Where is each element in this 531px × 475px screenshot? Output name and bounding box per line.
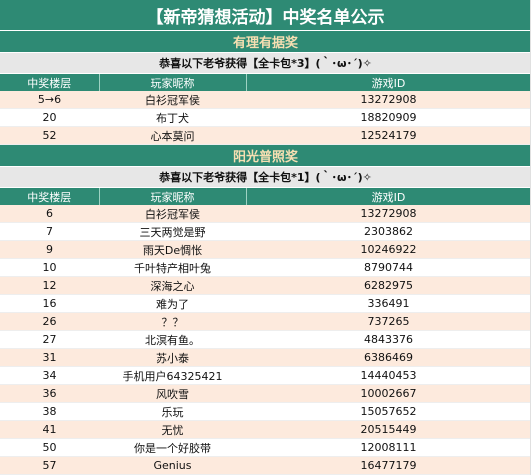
table-row: 16 难为了 336491 bbox=[0, 294, 531, 313]
table-row: 5→6 白衫冠军侯 13272908 bbox=[0, 91, 531, 109]
floor-cell: 57 bbox=[0, 456, 99, 475]
table-row: 9 雨天De惆怅 10246922 bbox=[0, 240, 531, 259]
table-row: 7 三天两觉是野 2303862 bbox=[0, 222, 531, 241]
nickname-cell: 乐玩 bbox=[99, 402, 246, 421]
column-header-game-id: 游戏ID bbox=[246, 74, 531, 91]
table-row: 34 手机用户64325421 14440453 bbox=[0, 366, 531, 385]
floor-cell: 9 bbox=[0, 240, 99, 259]
nickname-cell: 难为了 bbox=[99, 294, 246, 313]
nickname-cell: 你是一个好胶带 bbox=[99, 438, 246, 457]
section-subheader: 恭喜以下老爷获得【全卡包*1】(｀･ω･´)✧ bbox=[0, 167, 531, 188]
game-id-cell: 6386469 bbox=[246, 348, 531, 367]
nickname-cell: 布丁犬 bbox=[99, 108, 246, 127]
table-row: 27 北溟有鱼。 4843376 bbox=[0, 330, 531, 349]
nickname-cell: 无忧 bbox=[99, 420, 246, 439]
column-header-game-id: 游戏ID bbox=[246, 188, 531, 205]
floor-cell: 12 bbox=[0, 276, 99, 295]
game-id-cell: 20515449 bbox=[246, 420, 531, 439]
floor-cell: 5→6 bbox=[0, 91, 99, 109]
game-id-cell: 13272908 bbox=[246, 205, 531, 223]
nickname-cell: 心本莫问 bbox=[99, 126, 246, 145]
game-id-cell: 15057652 bbox=[246, 402, 531, 421]
table-row: 57 Genius 16477179 bbox=[0, 456, 531, 475]
game-id-cell: 336491 bbox=[246, 294, 531, 313]
table-row: 50 你是一个好胶带 12008111 bbox=[0, 438, 531, 457]
nickname-cell: Genius bbox=[99, 456, 246, 475]
floor-cell: 10 bbox=[0, 258, 99, 277]
game-id-cell: 8790744 bbox=[246, 258, 531, 277]
game-id-cell: 12008111 bbox=[246, 438, 531, 457]
nickname-cell: 苏小泰 bbox=[99, 348, 246, 367]
game-id-cell: 12524179 bbox=[246, 126, 531, 145]
floor-cell: 31 bbox=[0, 348, 99, 367]
game-id-cell: 13272908 bbox=[246, 91, 531, 109]
nickname-cell: 千叶特产相叶兔 bbox=[99, 258, 246, 277]
game-id-cell: 18820909 bbox=[246, 108, 531, 127]
table-row: 6 白衫冠军侯 13272908 bbox=[0, 205, 531, 223]
floor-cell: 41 bbox=[0, 420, 99, 439]
nickname-cell: 北溟有鱼。 bbox=[99, 330, 246, 349]
table-row: 10 千叶特产相叶兔 8790744 bbox=[0, 258, 531, 277]
table-row: 36 风吹雪 10002667 bbox=[0, 384, 531, 403]
floor-cell: 6 bbox=[0, 205, 99, 223]
floor-cell: 27 bbox=[0, 330, 99, 349]
column-header-floor: 中奖楼层 bbox=[0, 188, 100, 205]
column-header-floor: 中奖楼层 bbox=[0, 74, 100, 91]
game-id-cell: 10246922 bbox=[246, 240, 531, 259]
section-title: 有理有据奖 bbox=[0, 31, 531, 53]
floor-cell: 16 bbox=[0, 294, 99, 313]
page-title: 【新帝猜想活动】中奖名单公示 bbox=[0, 0, 531, 31]
table-row: 38 乐玩 15057652 bbox=[0, 402, 531, 421]
floor-cell: 20 bbox=[0, 108, 99, 127]
game-id-cell: 14440453 bbox=[246, 366, 531, 385]
table-row: 41 无忧 20515449 bbox=[0, 420, 531, 439]
table-row: 12 深海之心 6282975 bbox=[0, 276, 531, 295]
game-id-cell: 16477179 bbox=[246, 456, 531, 475]
column-header-nickname: 玩家昵称 bbox=[99, 188, 247, 205]
table-row: 52 心本莫问 12524179 bbox=[0, 126, 531, 145]
floor-cell: 52 bbox=[0, 126, 99, 145]
floor-cell: 26 bbox=[0, 312, 99, 331]
game-id-cell: 737265 bbox=[246, 312, 531, 331]
game-id-cell: 10002667 bbox=[246, 384, 531, 403]
game-id-cell: 2303862 bbox=[246, 222, 531, 241]
table-row: 26 ？？ 737265 bbox=[0, 312, 531, 331]
game-id-cell: 4843376 bbox=[246, 330, 531, 349]
nickname-cell: 深海之心 bbox=[99, 276, 246, 295]
nickname-cell: ？？ bbox=[99, 312, 246, 331]
nickname-cell: 白衫冠军侯 bbox=[99, 91, 246, 109]
game-id-cell: 6282975 bbox=[246, 276, 531, 295]
section-reasoned-award: 有理有据奖 恭喜以下老爷获得【全卡包*3】(｀･ω･´)✧ 中奖楼层 玩家昵称 … bbox=[0, 31, 531, 145]
floor-cell: 50 bbox=[0, 438, 99, 457]
floor-cell: 38 bbox=[0, 402, 99, 421]
nickname-cell: 风吹雪 bbox=[99, 384, 246, 403]
winners-table: 中奖楼层 玩家昵称 游戏ID 5→6 白衫冠军侯 13272908 20 布丁犬… bbox=[0, 74, 531, 145]
winners-table: 中奖楼层 玩家昵称 游戏ID 6 白衫冠军侯 13272908 7 三天两觉是野… bbox=[0, 188, 531, 475]
floor-cell: 36 bbox=[0, 384, 99, 403]
nickname-cell: 三天两觉是野 bbox=[99, 222, 246, 241]
section-sunshine-award: 阳光普照奖 恭喜以下老爷获得【全卡包*1】(｀･ω･´)✧ 中奖楼层 玩家昵称 … bbox=[0, 145, 531, 475]
nickname-cell: 白衫冠军侯 bbox=[99, 205, 246, 223]
section-subheader: 恭喜以下老爷获得【全卡包*3】(｀･ω･´)✧ bbox=[0, 53, 531, 74]
column-header-nickname: 玩家昵称 bbox=[99, 74, 247, 91]
table-row: 20 布丁犬 18820909 bbox=[0, 108, 531, 127]
nickname-cell: 手机用户64325421 bbox=[99, 366, 246, 385]
floor-cell: 34 bbox=[0, 366, 99, 385]
floor-cell: 7 bbox=[0, 222, 99, 241]
nickname-cell: 雨天De惆怅 bbox=[99, 240, 246, 259]
table-row: 31 苏小泰 6386469 bbox=[0, 348, 531, 367]
section-title: 阳光普照奖 bbox=[0, 145, 531, 167]
